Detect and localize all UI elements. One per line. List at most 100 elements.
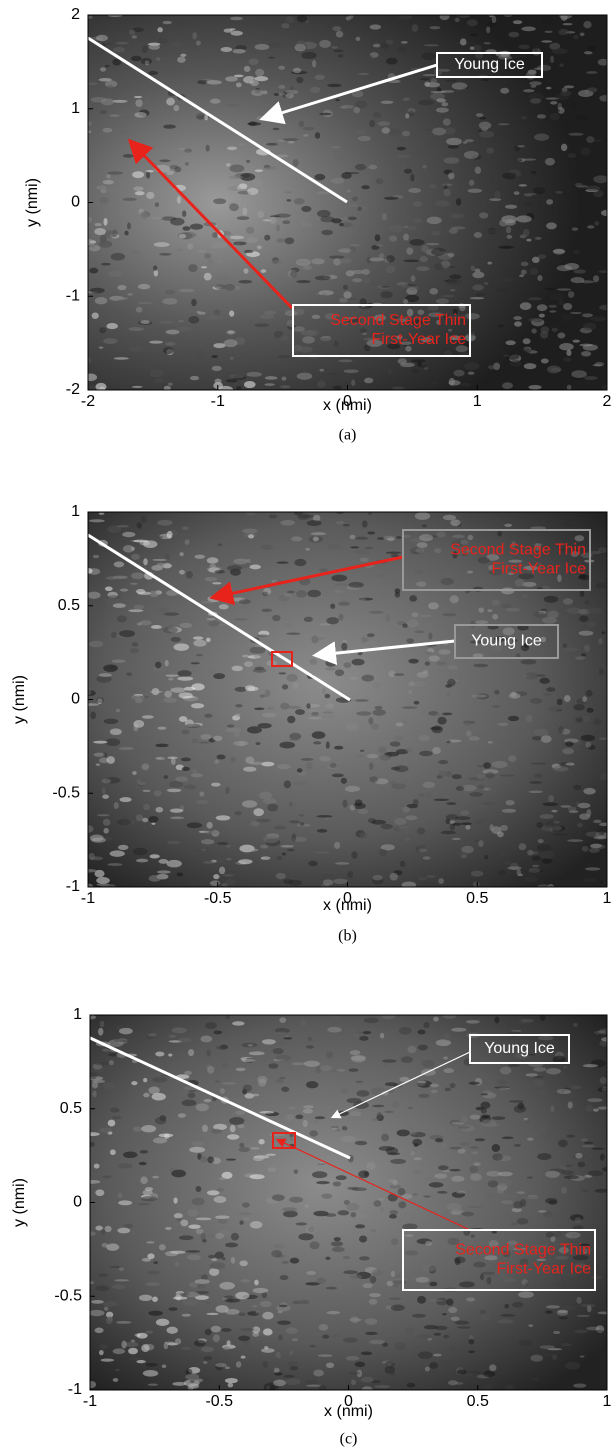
texture: [218, 623, 227, 625]
texture: [415, 548, 424, 553]
texture: [295, 709, 305, 715]
texture: [155, 1117, 166, 1125]
texture: [431, 725, 442, 733]
texture: [497, 1180, 513, 1187]
texture: [496, 288, 512, 292]
texture: [305, 1204, 309, 1207]
texture: [534, 1076, 544, 1078]
texture: [104, 719, 119, 724]
texture: [177, 676, 193, 680]
texture: [368, 55, 373, 63]
texture: [497, 531, 502, 536]
texture: [117, 1228, 130, 1234]
texture: [129, 345, 144, 351]
texture: [148, 1311, 162, 1316]
texture: [105, 587, 113, 591]
texture: [201, 1347, 214, 1353]
texture: [529, 104, 543, 107]
x-axis-label: x (nmi): [323, 897, 372, 914]
texture: [250, 646, 266, 654]
texture: [179, 1293, 191, 1296]
texture: [351, 270, 364, 274]
texture: [587, 46, 596, 52]
texture: [223, 339, 237, 347]
texture: [427, 217, 442, 225]
texture: [151, 625, 162, 629]
texture: [406, 638, 414, 643]
texture: [239, 1260, 247, 1266]
texture: [460, 1142, 470, 1146]
texture: [565, 763, 574, 766]
texture: [112, 100, 128, 103]
texture: [570, 312, 582, 314]
texture: [219, 1177, 227, 1179]
texture: [287, 849, 295, 852]
texture: [314, 174, 325, 181]
texture: [534, 611, 546, 617]
texture: [597, 1311, 611, 1314]
texture: [351, 380, 355, 386]
texture: [463, 141, 467, 143]
texture: [357, 207, 361, 211]
texture: [599, 95, 611, 102]
texture: [537, 304, 548, 311]
texture: [519, 184, 527, 186]
texture: [276, 856, 282, 860]
texture: [300, 822, 304, 826]
texture: [286, 199, 291, 201]
texture: [103, 128, 113, 133]
texture: [586, 136, 594, 143]
texture: [447, 679, 456, 686]
texture: [114, 802, 119, 809]
texture: [512, 1302, 523, 1308]
texture: [507, 866, 521, 870]
texture: [362, 521, 368, 528]
texture: [500, 246, 511, 248]
texture: [567, 385, 572, 390]
texture: [99, 1127, 112, 1133]
texture: [563, 598, 573, 604]
texture: [333, 386, 342, 390]
texture: [202, 32, 215, 35]
texture: [498, 123, 510, 125]
texture: [276, 238, 284, 242]
texture: [455, 18, 460, 22]
texture: [483, 229, 498, 233]
texture: [505, 205, 517, 209]
texture: [90, 712, 96, 720]
texture: [505, 340, 515, 345]
texture: [319, 369, 324, 372]
texture: [403, 299, 408, 304]
texture: [561, 144, 567, 151]
texture: [494, 343, 508, 345]
texture: [131, 1340, 136, 1343]
texture: [419, 735, 430, 742]
texture: [113, 1378, 119, 1382]
texture: [317, 381, 326, 388]
texture: [534, 45, 538, 51]
texture: [581, 147, 591, 155]
texture: [587, 608, 602, 615]
texture: [173, 643, 189, 650]
texture: [452, 823, 461, 826]
texture: [593, 175, 608, 183]
y-tick-label: -0.5: [52, 784, 80, 801]
texture: [94, 223, 101, 226]
texture: [530, 268, 538, 275]
texture: [342, 640, 347, 643]
texture: [375, 234, 381, 241]
texture: [333, 1182, 341, 1187]
texture: [579, 344, 593, 347]
texture: [146, 192, 154, 199]
texture: [309, 1241, 319, 1249]
texture: [532, 1378, 540, 1381]
texture: [599, 668, 604, 675]
texture: [475, 1138, 485, 1141]
texture: [384, 197, 399, 200]
texture: [583, 21, 591, 28]
texture: [414, 683, 427, 685]
texture: [95, 297, 108, 304]
y-axis-label: y (nmi): [11, 675, 28, 724]
texture: [137, 522, 142, 528]
texture: [117, 525, 130, 527]
